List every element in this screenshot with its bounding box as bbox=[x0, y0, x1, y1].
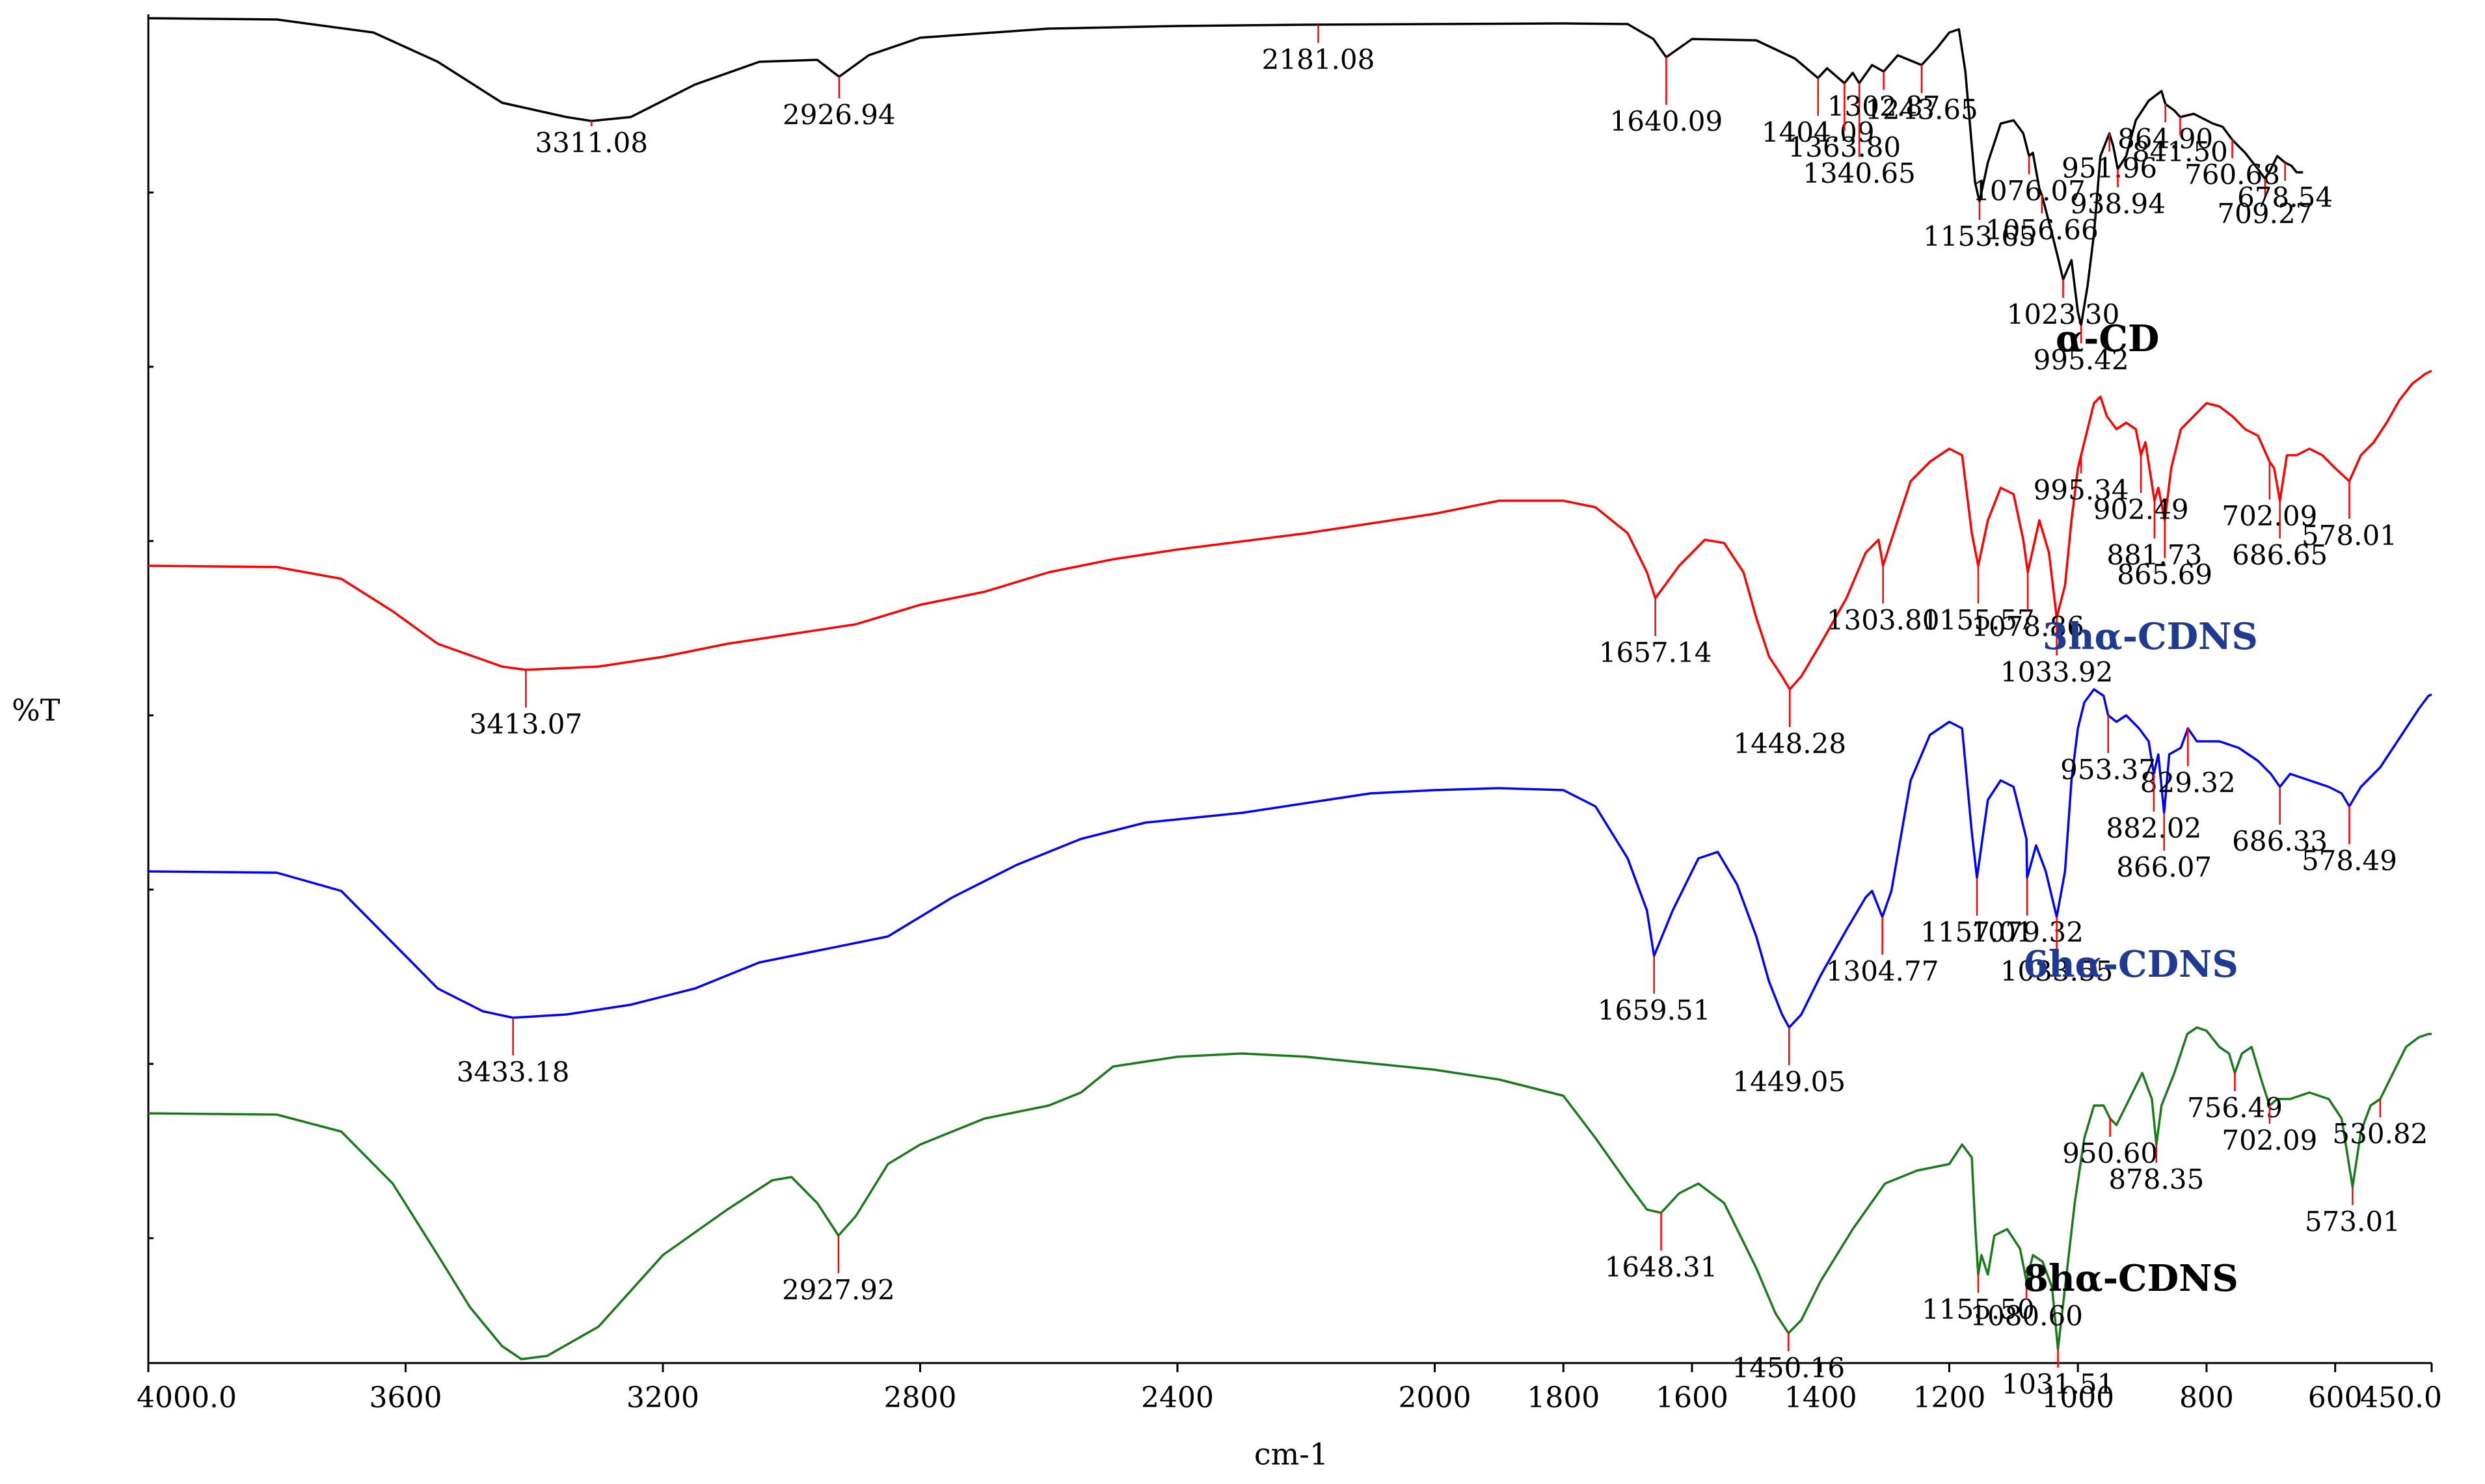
peak-label: 2927.92 bbox=[782, 1274, 895, 1306]
peak-label: 1302.87 bbox=[1827, 90, 1941, 122]
peak-label: 1304.77 bbox=[1826, 955, 1939, 987]
peak-label: 829.32 bbox=[2140, 767, 2236, 799]
peak-label: 1153.65 bbox=[1923, 220, 2036, 252]
peak-label: 841.50 bbox=[2132, 136, 2228, 168]
chart-axes: 4000.0 3600 3200 2800 2400 2000 1800 1600 1400 12… bbox=[137, 14, 2442, 1414]
peak-label: 1449.05 bbox=[1732, 1066, 1846, 1098]
x-tick-label: 4000.0 bbox=[137, 1381, 237, 1414]
peak-label: 678.54 bbox=[2237, 181, 2333, 213]
peak-label: 881.73 bbox=[2106, 539, 2202, 571]
series-label-2: 3hα-CDNS bbox=[2043, 615, 2258, 658]
peak-label: 760.68 bbox=[2184, 159, 2280, 191]
peak-label: 2926.94 bbox=[783, 99, 896, 131]
peak-label: 3311.08 bbox=[535, 127, 648, 159]
peak-label: 1303.80 bbox=[1827, 604, 1940, 636]
peak-label: 938.94 bbox=[2070, 188, 2166, 220]
x-tick-label: 2400 bbox=[1141, 1381, 1214, 1414]
peak-label: 1648.31 bbox=[1605, 1251, 1718, 1283]
peak-label: 1155.57 bbox=[1922, 604, 2035, 636]
x-tick-label: 1400 bbox=[1784, 1381, 1857, 1414]
peak-label: 866.07 bbox=[2116, 851, 2212, 883]
x-tick-label: 2000 bbox=[1398, 1381, 1471, 1414]
peak-label: 902.49 bbox=[2093, 494, 2189, 525]
peak-label: 3433.18 bbox=[457, 1056, 570, 1088]
peak-label: 1155.50 bbox=[1922, 1293, 2035, 1325]
peak-label: 1450.16 bbox=[1732, 1352, 1845, 1384]
peak-label: 1640.09 bbox=[1610, 105, 1723, 137]
series-label-3: 6hα-CDNS bbox=[2023, 943, 2238, 986]
peak-label: 1023.30 bbox=[2007, 298, 2120, 330]
y-axis-label: %T bbox=[12, 693, 60, 728]
x-tick-label: 2800 bbox=[883, 1381, 956, 1414]
x-tick-label: 1600 bbox=[1656, 1381, 1728, 1414]
peak-label: 1079.32 bbox=[1970, 916, 2084, 948]
peak-label: 995.42 bbox=[2034, 344, 2129, 376]
x-tick-label: 1000 bbox=[2041, 1381, 2114, 1414]
series-line-2 bbox=[148, 369, 2432, 691]
peak-label: 702.09 bbox=[2222, 1124, 2317, 1156]
peak-annotation-layer: 3311.08 2926.94 2181.08 1640.09 1404.091363.… bbox=[457, 24, 2428, 1400]
peak-label: 578.01 bbox=[2302, 520, 2397, 551]
peak-label: 950.60 bbox=[2062, 1137, 2158, 1169]
peak-label: 686.65 bbox=[2232, 539, 2328, 571]
peak-label: 756.49 bbox=[2187, 1092, 2283, 1124]
series-line-1 bbox=[148, 17, 2304, 326]
peak-label: 953.37 bbox=[2060, 754, 2156, 786]
peak-label: 1659.51 bbox=[1598, 994, 1711, 1026]
peak-label: 709.27 bbox=[2217, 198, 2313, 230]
peak-label: 865.69 bbox=[2117, 559, 2212, 590]
series-label-4: 8hα-CDNS bbox=[2023, 1257, 2238, 1300]
peak-label: 1448.28 bbox=[1733, 728, 1846, 760]
peak-label: 882.02 bbox=[2106, 812, 2201, 844]
x-tick-label: 1200 bbox=[1913, 1381, 1985, 1414]
peak-label: 951.96 bbox=[2062, 152, 2157, 184]
peak-label: 995.34 bbox=[2034, 474, 2129, 506]
peak-label: 1157.01 bbox=[1920, 916, 2034, 948]
peak-label: 1078.86 bbox=[1971, 611, 2084, 643]
x-tick-label: 3600 bbox=[369, 1381, 442, 1414]
series-line-3 bbox=[148, 688, 2432, 1029]
peak-label: 702.09 bbox=[2222, 500, 2317, 532]
x-tick-label: 450.0 bbox=[2360, 1381, 2442, 1414]
peak-label: 2181.08 bbox=[1262, 44, 1375, 75]
peak-label: 1657.14 bbox=[1599, 637, 1712, 669]
peak-label: 3413.07 bbox=[470, 708, 583, 740]
peak-label: 1076.07 bbox=[1972, 175, 2086, 207]
peak-label: 1080.60 bbox=[1970, 1300, 2083, 1332]
x-tick-label: 1800 bbox=[1527, 1381, 1600, 1414]
peak-label: 1056.66 bbox=[1985, 214, 2099, 246]
peak-label: 878.35 bbox=[2108, 1163, 2204, 1195]
peak-label: 1340.65 bbox=[1803, 157, 1916, 189]
x-tick-label: 800 bbox=[2179, 1381, 2234, 1414]
peak-label: 1404.09 bbox=[1762, 116, 1875, 148]
peak-label: 1363.80 bbox=[1788, 131, 1901, 163]
peak-label: 530.82 bbox=[2332, 1118, 2428, 1150]
peak-label: 578.49 bbox=[2302, 845, 2397, 877]
peak-label: 864.90 bbox=[2117, 123, 2213, 155]
x-axis-label: cm-1 bbox=[1254, 1437, 1328, 1472]
x-tick-label: 600 bbox=[2308, 1381, 2363, 1414]
peak-label: 1031.51 bbox=[2002, 1368, 2115, 1400]
peak-label: 1243.65 bbox=[1865, 94, 1978, 126]
series-line-4 bbox=[148, 1026, 2432, 1360]
x-tick-label: 3200 bbox=[626, 1381, 699, 1414]
peak-label: 1033.55 bbox=[2000, 955, 2114, 987]
peak-label: 686.33 bbox=[2232, 825, 2328, 857]
peak-label: 1033.92 bbox=[2000, 656, 2114, 688]
series-layer bbox=[148, 17, 2432, 1360]
peak-label: 573.01 bbox=[2305, 1206, 2400, 1238]
series-label-1: α-CD bbox=[2056, 317, 2159, 360]
